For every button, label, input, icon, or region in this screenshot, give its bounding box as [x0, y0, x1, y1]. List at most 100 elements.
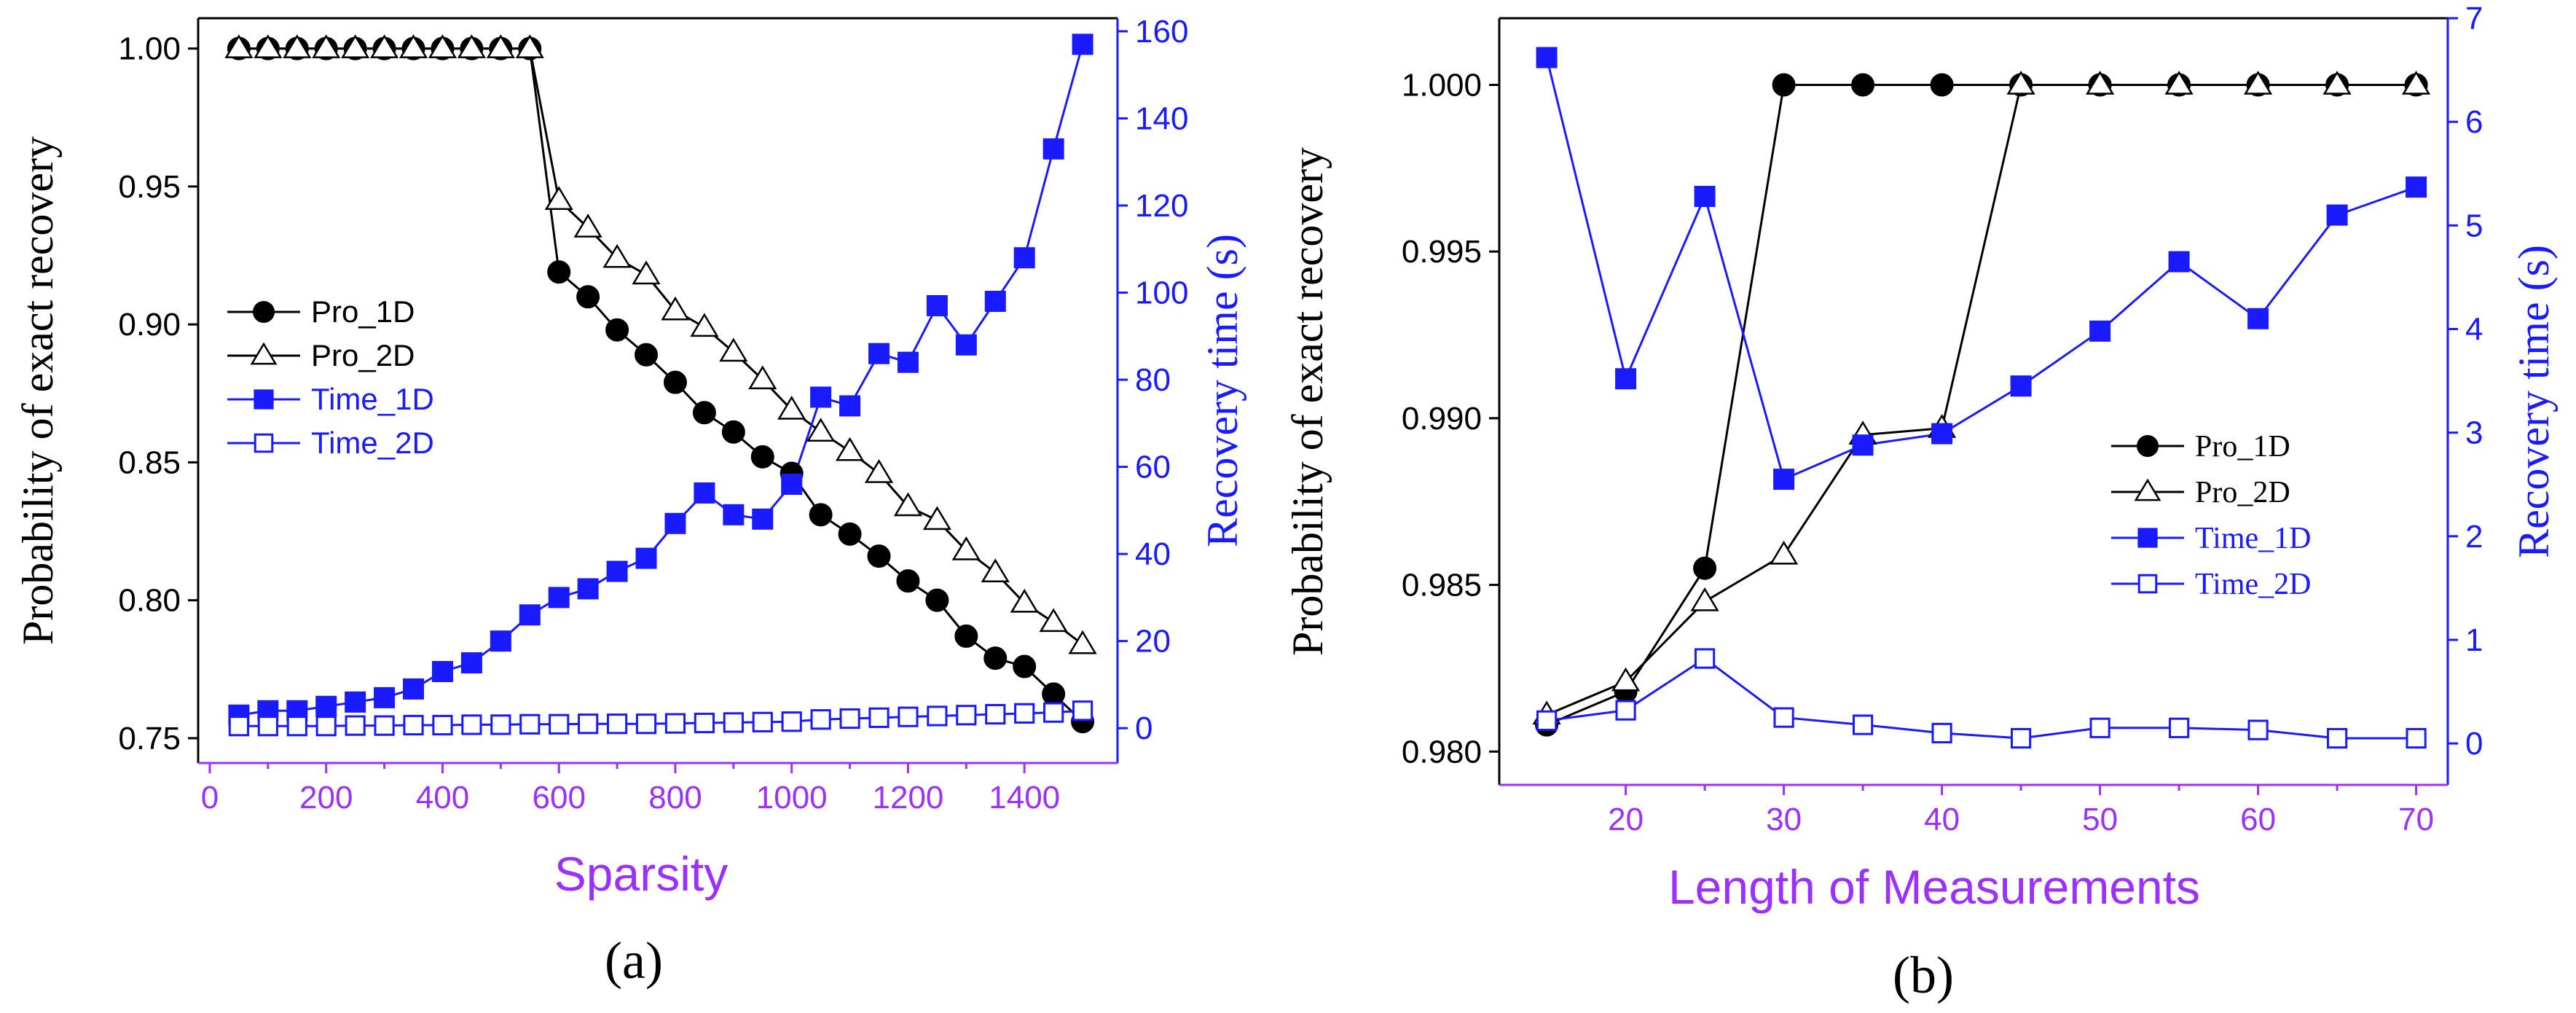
data-point — [1536, 710, 1558, 731]
data-point — [1072, 700, 1093, 721]
data-point — [312, 34, 341, 58]
data-point — [2006, 70, 2035, 95]
y-right-tick-label: 6 — [2465, 104, 2483, 140]
data-point — [984, 290, 1006, 312]
series-markers-time_2d — [1536, 648, 2427, 749]
data-point — [806, 418, 836, 442]
data-point — [283, 34, 312, 58]
y-left-tick-label: 0.985 — [1402, 568, 1482, 603]
x-axis-label: Length of Measurements — [1668, 860, 2200, 914]
data-point — [374, 715, 395, 736]
data-point — [1615, 700, 1636, 721]
data-point — [490, 714, 511, 735]
x-tick-label: 30 — [1766, 802, 1802, 837]
data-point — [2406, 176, 2427, 198]
y-right-tick-label: 60 — [1135, 450, 1171, 485]
y-left-tick-label: 1.000 — [1402, 67, 1482, 103]
data-point — [954, 624, 978, 648]
y-right-label: Recovery time (s) — [2510, 245, 2558, 558]
data-point — [2247, 719, 2269, 740]
y-right-tick-label: 20 — [1135, 624, 1171, 660]
data-point — [723, 712, 744, 733]
data-point — [578, 713, 599, 735]
data-point — [1853, 714, 1874, 735]
series-markers-time_1d — [228, 34, 1093, 726]
y-right-tick-label: 4 — [2465, 311, 2483, 347]
data-point — [1694, 186, 1716, 208]
y-right-tick-label: 2 — [2465, 519, 2483, 555]
y-right-tick-label: 7 — [2465, 1, 2483, 36]
data-point — [1014, 703, 1035, 724]
data-point — [544, 186, 573, 211]
data-point — [955, 334, 977, 356]
x-tick-label: 1200 — [873, 780, 944, 816]
data-point — [602, 243, 632, 268]
data-point — [1611, 667, 1641, 692]
y-right-tick-label: 120 — [1135, 188, 1188, 224]
data-point — [898, 706, 919, 727]
y-left-tick-label: 0.85 — [118, 445, 181, 480]
data-point — [927, 705, 948, 727]
x-tick-label: 40 — [1924, 802, 1960, 837]
legend-marker — [2134, 478, 2161, 501]
series-line-time_2d — [1546, 657, 2416, 740]
series-line-pro_2d — [1546, 83, 2416, 716]
data-point — [432, 714, 453, 736]
y-left-tick-label: 0.80 — [118, 583, 181, 619]
data-point — [1010, 588, 1039, 613]
x-tick-label: 800 — [648, 780, 702, 816]
data-point — [1536, 47, 1558, 69]
data-point — [690, 313, 719, 337]
y-left-tick-label: 1.00 — [118, 31, 181, 67]
y-left-tick-label: 0.990 — [1402, 401, 1482, 437]
data-point — [2322, 70, 2352, 95]
data-point — [403, 678, 425, 700]
data-point — [606, 560, 628, 582]
data-point — [286, 716, 307, 737]
data-point — [985, 703, 1006, 725]
data-point — [777, 395, 806, 420]
y-left-tick-label: 0.75 — [118, 721, 181, 756]
data-point — [1693, 556, 1717, 580]
y-left-tick-label: 0.90 — [118, 307, 181, 343]
series-markers-pro_2d — [224, 34, 1097, 654]
x-tick-label: 400 — [416, 780, 469, 816]
y-right-tick-label: 1 — [2465, 622, 2483, 658]
data-point — [1013, 654, 1037, 678]
data-point — [664, 512, 686, 534]
series-line-time_1d — [1545, 57, 2417, 481]
data-point — [374, 687, 396, 708]
data-point — [548, 587, 570, 609]
series-line-time_1d — [238, 44, 1084, 716]
data-point — [577, 578, 599, 600]
legend-label: Pro_1D — [2195, 430, 2290, 464]
data-point — [1930, 73, 1954, 97]
data-point — [1695, 648, 1716, 669]
data-point — [515, 34, 544, 58]
data-point — [694, 482, 715, 504]
data-point — [781, 473, 803, 495]
data-point — [2406, 727, 2427, 749]
data-point — [1852, 434, 1874, 456]
data-point — [864, 459, 894, 483]
data-point — [457, 34, 487, 58]
y-right-tick-label: 5 — [2465, 208, 2483, 243]
y-left-tick-label: 0.95 — [118, 169, 181, 205]
data-point — [1072, 34, 1093, 55]
data-point — [1013, 247, 1035, 269]
legend-label: Pro_2D — [311, 338, 415, 372]
legend-marker — [2137, 528, 2158, 548]
data-point — [835, 437, 865, 461]
data-point — [341, 34, 370, 58]
data-point — [573, 214, 602, 238]
y-right-tick-label: 100 — [1135, 275, 1188, 311]
data-point — [2247, 308, 2269, 329]
legend-label: Time_2D — [311, 426, 434, 460]
data-point — [1043, 702, 1064, 723]
data-point — [398, 34, 428, 58]
data-point — [719, 337, 748, 362]
y-right-label: Recovery time (s) — [1198, 234, 1246, 547]
data-point — [956, 705, 977, 726]
data-point — [257, 716, 278, 737]
data-point — [983, 646, 1008, 670]
